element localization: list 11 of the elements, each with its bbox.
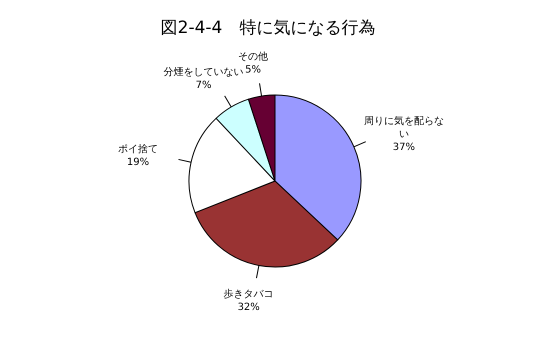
data-label: 19%: [126, 157, 150, 168]
slice-label: 歩きタバコ: [224, 288, 274, 300]
slice-label: 分煙をしていない: [164, 66, 244, 78]
data-label: 32%: [238, 302, 260, 313]
data-label: 5%: [245, 64, 261, 76]
data-label: 37%: [392, 142, 415, 154]
chart-title: 図2-4-4 特に気になる行為: [160, 18, 376, 38]
slice-label: その他: [238, 50, 268, 63]
slice-label: 周りに気を配らない: [364, 116, 444, 140]
data-label: 7%: [196, 80, 212, 91]
slice-label: ポイ捨て: [118, 143, 158, 156]
